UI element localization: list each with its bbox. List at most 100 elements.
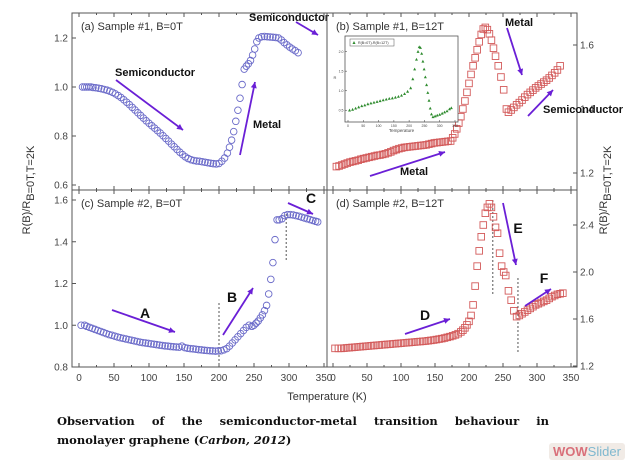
annotation-label: F: [540, 270, 549, 286]
data-point: [453, 125, 461, 133]
annotation-label: Metal: [505, 17, 533, 29]
data-point: [463, 88, 471, 97]
data-point: [378, 150, 387, 159]
data-point: [368, 152, 376, 161]
data-point: [116, 334, 125, 342]
data-point: [459, 326, 467, 334]
arrowhead: [306, 208, 313, 215]
data-point: [162, 134, 170, 143]
data-point: [271, 235, 279, 244]
data-point: [170, 143, 178, 151]
inset-x-tick-label: 100: [376, 124, 382, 128]
panel-frame: [71, 189, 328, 368]
data-point: [136, 111, 145, 120]
data-point: [260, 32, 269, 41]
data-point: [465, 79, 473, 88]
y-tick-label: 1.6: [580, 41, 594, 52]
inset-y-tick-label: 0.5: [339, 108, 344, 112]
data-point: [457, 112, 465, 121]
data-point: [346, 158, 354, 166]
data-point: [250, 321, 258, 330]
inset-data-point: [418, 46, 422, 49]
inset-chart: 0 50 100 150 200 250 300 350 0.5 1.0 1.5 2.0 Tempera…: [334, 35, 459, 133]
data-point: [125, 100, 134, 109]
data-point: [429, 336, 438, 344]
arrowhead: [247, 288, 253, 295]
inset-y-tick-label: 2.0: [339, 50, 344, 54]
data-point: [457, 328, 465, 336]
y-tick-label: 1.4: [54, 237, 68, 248]
data-point: [459, 105, 467, 113]
data-point: [335, 162, 343, 170]
inset-y-label: R: [334, 75, 337, 80]
data-point: [144, 339, 153, 348]
arrowhead: [250, 82, 257, 89]
data-point: [477, 232, 485, 241]
caption-line-1: Observation of the semiconductor-metal t…: [57, 414, 549, 428]
inset-x-tick-label: 200: [406, 124, 412, 128]
data-point: [258, 311, 267, 319]
panel-title: (a) Sample #1, B=0T: [81, 21, 183, 33]
data-point: [234, 106, 242, 115]
data-point: [425, 140, 433, 148]
data-point: [340, 160, 349, 168]
data-point: [161, 342, 169, 350]
data-point: [225, 143, 234, 152]
annotation-arrow: [115, 79, 184, 131]
data-point: [277, 36, 286, 44]
data-point: [481, 209, 490, 217]
data-point: [269, 258, 277, 267]
inset-data-point: [423, 75, 427, 79]
annotation-arrow: [404, 318, 451, 335]
data-point: [534, 82, 543, 90]
data-point: [332, 162, 341, 171]
annotation-arrow: [527, 89, 554, 117]
data-point: [548, 71, 556, 80]
arrowhead: [517, 68, 524, 75]
data-point: [357, 155, 365, 163]
data-point: [92, 83, 100, 92]
annotation-label: B: [227, 289, 237, 305]
inset-data-point: [429, 112, 433, 116]
data-point: [507, 296, 515, 304]
data-point: [432, 335, 441, 344]
inset-y-tick-label: 1.0: [339, 89, 344, 93]
wowslider-watermark[interactable]: WOWSlider: [549, 443, 625, 460]
data-point: [510, 103, 518, 112]
y-tick-label: 1.6: [580, 315, 594, 326]
data-point: [483, 25, 492, 34]
data-point: [169, 343, 178, 351]
data-point: [214, 347, 223, 355]
data-point: [147, 340, 155, 348]
data-point: [167, 140, 176, 148]
inset-data-point: [403, 92, 407, 96]
data-point: [515, 98, 524, 107]
data-point: [461, 97, 469, 105]
data-point: [370, 152, 379, 160]
data-point: [521, 93, 529, 101]
data-point: [443, 333, 451, 342]
inset-data-point: [421, 59, 425, 63]
x-tick-label: 200: [211, 373, 228, 384]
data-point: [155, 341, 164, 349]
y-tick-label: 0.6: [54, 181, 68, 192]
data-point: [139, 114, 148, 122]
y-axis-label-right-sub: B=0T,T=2K: [602, 145, 614, 201]
data-point: [100, 85, 108, 94]
panel-title: (c) Sample #2, B=0T: [81, 198, 182, 210]
inset-data-point: [348, 108, 352, 112]
data-point: [556, 289, 564, 298]
y-tick-label: 1.0: [54, 321, 68, 332]
data-point: [351, 157, 360, 165]
data-point: [136, 338, 144, 346]
inset-data-point: [422, 67, 426, 71]
data-point: [475, 247, 483, 255]
inset-data-point: [390, 96, 394, 100]
data-point: [469, 301, 477, 309]
data-point: [481, 23, 490, 32]
data-point: [273, 216, 281, 224]
inset-frame: [344, 35, 459, 123]
annotation-label: Semiconductor: [543, 104, 624, 116]
data-point: [471, 54, 479, 62]
data-point: [438, 334, 446, 343]
